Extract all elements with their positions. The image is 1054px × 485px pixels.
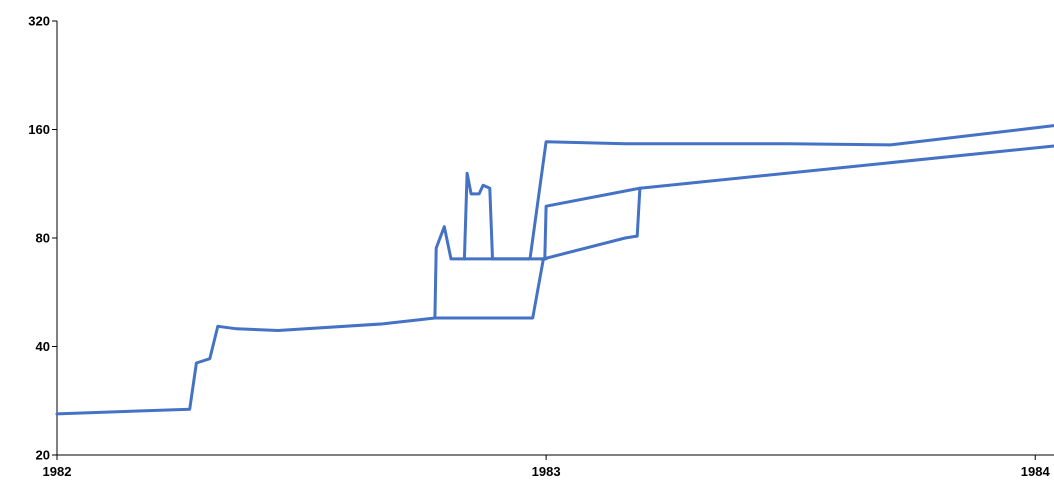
y-tick-label: 80 [36,231,50,246]
tick-labels: 20 40 80 160 320 1982 1983 1984 [28,14,1050,480]
x-tick-label: 1982 [43,464,72,479]
y-tick-label: 320 [28,14,50,29]
x-tick-label: 1984 [1021,464,1051,479]
chart-axes [52,20,1054,460]
series-line-2 [433,144,1054,320]
y-tick-label: 20 [36,448,50,463]
y-tick-label: 160 [28,122,50,137]
series-layer [55,124,1054,416]
y-tick-label: 40 [36,339,50,354]
x-tick-label: 1983 [532,464,561,479]
series-line-1 [55,124,1054,416]
